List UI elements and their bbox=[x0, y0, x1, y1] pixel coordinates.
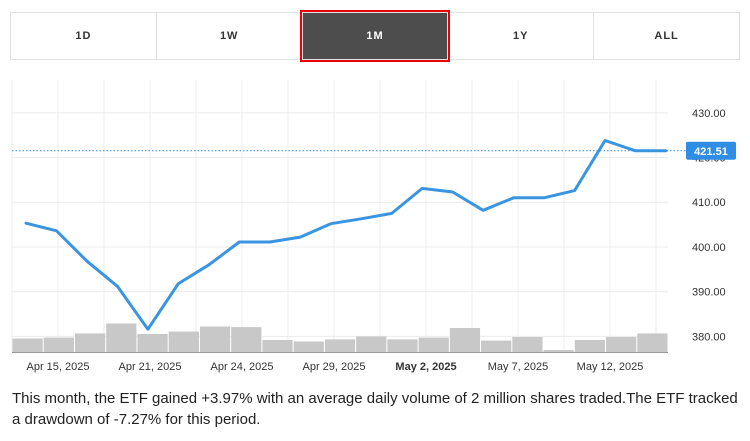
timeframe-tabs: 1D 1W 1M 1Y ALL bbox=[10, 10, 740, 62]
volume-bar bbox=[12, 338, 43, 352]
volume-bar bbox=[356, 336, 387, 352]
volume-bar bbox=[231, 327, 262, 352]
x-tick-label: Apr 29, 2025 bbox=[303, 361, 366, 373]
volume-bar bbox=[137, 334, 168, 352]
x-tick-label: Apr 21, 2025 bbox=[119, 361, 182, 373]
price-chart: 430.00420.00410.00400.00390.00380.00421.… bbox=[11, 80, 736, 373]
volume-bar bbox=[543, 350, 574, 352]
volume-bar bbox=[512, 337, 543, 352]
volume-bar bbox=[74, 333, 106, 352]
tab-1d[interactable]: 1D bbox=[11, 13, 157, 59]
volume-bar bbox=[449, 328, 481, 352]
tab-1w[interactable]: 1W bbox=[157, 13, 303, 59]
volume-bar bbox=[606, 337, 637, 352]
volume-bar bbox=[637, 333, 668, 352]
price-tick-label: 410.00 bbox=[692, 197, 726, 209]
current-price-badge bbox=[686, 141, 736, 160]
volume-bar bbox=[387, 339, 418, 352]
volume-bar bbox=[199, 326, 231, 352]
volume-bar bbox=[418, 337, 449, 352]
current-price-label: 421.51 bbox=[694, 146, 728, 158]
x-tick-label: May 7, 2025 bbox=[488, 361, 549, 373]
price-tick-label: 430.00 bbox=[692, 108, 726, 120]
x-tick-label: Apr 24, 2025 bbox=[211, 361, 274, 373]
tab-1m[interactable]: 1M bbox=[299, 10, 451, 62]
price-tick-label: 400.00 bbox=[692, 242, 726, 254]
x-tick-label: Apr 15, 2025 bbox=[27, 361, 90, 373]
price-line bbox=[24, 139, 668, 331]
volume-bar bbox=[106, 323, 137, 352]
tab-all[interactable]: ALL bbox=[654, 30, 679, 42]
performance-summary: This month, the ETF gained +3.97% with a… bbox=[12, 390, 738, 428]
volume-bar bbox=[293, 341, 324, 352]
volume-bar bbox=[168, 331, 199, 352]
volume-bar bbox=[481, 340, 512, 352]
tab-1y[interactable]: 1Y bbox=[448, 13, 595, 59]
volume-bar bbox=[43, 337, 74, 352]
volume-bar bbox=[574, 340, 606, 352]
x-tick-label: May 2, 2025 bbox=[395, 361, 456, 373]
volume-bar bbox=[262, 340, 293, 352]
x-tick-label: May 12, 2025 bbox=[577, 361, 644, 373]
price-tick-label: 390.00 bbox=[692, 287, 726, 299]
volume-bar bbox=[324, 339, 356, 352]
price-tick-label: 380.00 bbox=[692, 331, 726, 343]
